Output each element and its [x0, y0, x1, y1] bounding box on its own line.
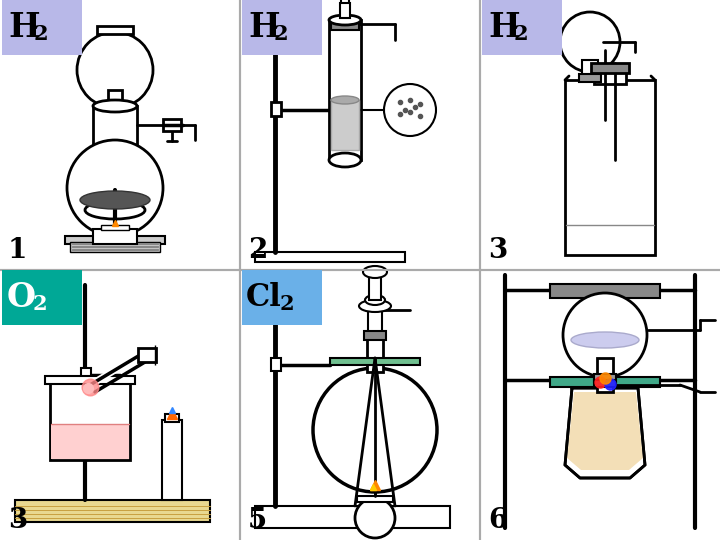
Ellipse shape	[80, 191, 150, 209]
Bar	[579, 74, 601, 82]
Bar	[165, 414, 179, 422]
Bar	[255, 506, 450, 528]
Bar	[597, 358, 613, 378]
Bar	[50, 380, 130, 460]
Bar	[108, 144, 122, 174]
Bar	[93, 106, 137, 148]
Bar	[550, 284, 660, 298]
Ellipse shape	[571, 332, 639, 348]
Text: 2: 2	[274, 24, 289, 44]
Bar	[101, 225, 129, 230]
Bar	[255, 252, 405, 262]
Bar	[566, 225, 654, 255]
Text: 2: 2	[248, 237, 267, 264]
Bar	[591, 63, 629, 73]
Polygon shape	[565, 388, 645, 478]
Text: 1: 1	[8, 237, 27, 264]
Text: H: H	[488, 11, 520, 44]
Text: 2: 2	[280, 294, 294, 314]
Text: 6: 6	[488, 507, 508, 534]
Bar	[2, 270, 82, 325]
Text: 5: 5	[248, 507, 267, 534]
Bar	[550, 377, 660, 387]
Text: O: O	[7, 281, 36, 314]
Text: 2: 2	[34, 24, 49, 44]
Bar	[108, 90, 122, 108]
Bar	[582, 60, 598, 78]
Bar	[242, 0, 322, 55]
Bar	[594, 69, 626, 84]
Bar	[357, 496, 393, 502]
Bar	[81, 368, 91, 381]
Polygon shape	[567, 392, 643, 470]
Bar	[331, 100, 359, 150]
Bar	[271, 358, 281, 371]
Bar	[51, 424, 129, 459]
Ellipse shape	[329, 153, 361, 167]
Ellipse shape	[329, 15, 361, 25]
Bar	[368, 306, 382, 336]
Bar	[45, 376, 135, 384]
Ellipse shape	[359, 300, 391, 312]
Circle shape	[560, 12, 620, 72]
Bar	[597, 384, 613, 392]
Circle shape	[67, 140, 163, 236]
Ellipse shape	[365, 295, 385, 305]
Bar	[242, 270, 322, 325]
Bar	[330, 358, 420, 365]
Bar	[329, 20, 361, 160]
Bar	[364, 331, 386, 340]
Bar	[367, 336, 383, 372]
Bar	[340, 3, 350, 18]
Circle shape	[77, 32, 153, 108]
Circle shape	[355, 498, 395, 538]
Text: 2: 2	[33, 294, 48, 314]
Bar	[594, 380, 616, 387]
Text: 3: 3	[8, 507, 27, 534]
Bar	[341, 0, 349, 18]
Circle shape	[313, 368, 437, 492]
Circle shape	[563, 293, 647, 377]
Ellipse shape	[93, 142, 137, 154]
Bar	[162, 420, 182, 500]
Text: 3: 3	[488, 237, 508, 264]
Bar	[93, 229, 137, 244]
Bar	[97, 26, 133, 34]
Text: 2: 2	[514, 24, 528, 44]
Bar	[65, 236, 165, 244]
Bar	[15, 500, 210, 522]
Ellipse shape	[331, 96, 359, 104]
Bar	[482, 0, 562, 55]
Circle shape	[384, 84, 436, 136]
Ellipse shape	[363, 266, 387, 278]
Bar	[70, 242, 160, 252]
Bar	[331, 18, 359, 30]
Bar	[138, 348, 156, 362]
Text: Cl: Cl	[246, 282, 282, 313]
Bar	[594, 374, 616, 382]
Bar	[369, 272, 381, 300]
Bar	[2, 0, 82, 55]
Bar	[163, 119, 181, 131]
Bar	[565, 80, 655, 255]
Text: H: H	[8, 11, 40, 44]
Bar	[271, 102, 281, 116]
Ellipse shape	[93, 100, 137, 112]
Text: H: H	[248, 11, 279, 44]
